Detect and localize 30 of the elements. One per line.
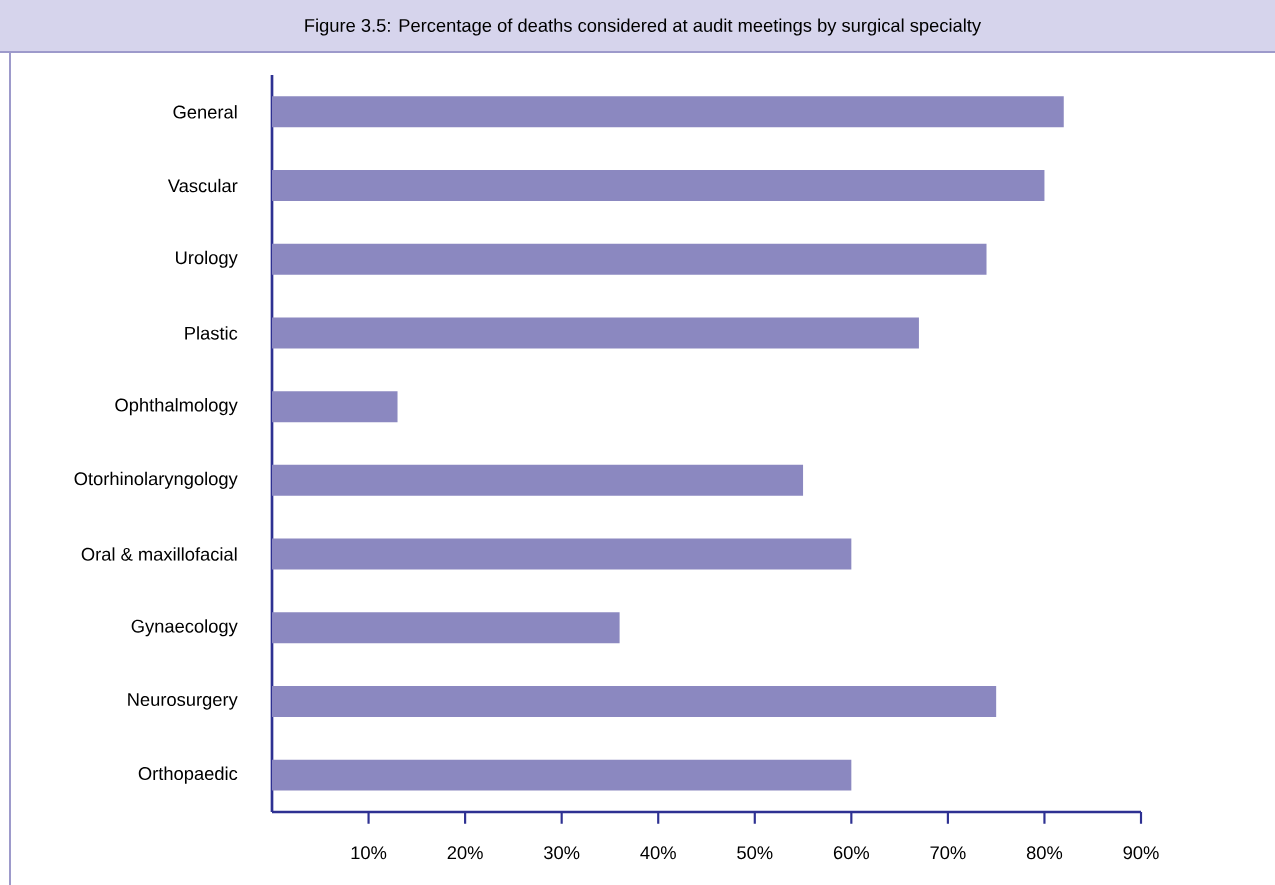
bar <box>272 612 620 644</box>
x-tick-label: 80% <box>1026 846 1063 860</box>
y-tick-label: Gynaecology <box>131 619 238 637</box>
bar <box>272 538 852 570</box>
x-tick-label: 70% <box>930 846 966 860</box>
y-tick-label: Plastic <box>185 326 238 340</box>
bar <box>272 391 398 423</box>
y-tick-label: General <box>173 105 237 119</box>
y-tick-label: Orthopaedic <box>138 766 238 784</box>
y-tick-label: Oral & maxillofacial <box>81 547 237 561</box>
y-tick-label: Urology <box>176 250 238 268</box>
x-tick-label: 90% <box>1123 846 1159 860</box>
bar <box>272 317 919 349</box>
x-tick-label: 20% <box>447 846 483 860</box>
x-tick-label: 10% <box>351 846 387 860</box>
chart-title: Figure 3.5: Percentage of deaths considered at audit meetings by surgical specialty <box>305 18 982 36</box>
bar <box>272 96 1064 128</box>
y-tick-label: Otorhinolaryngology <box>74 471 238 489</box>
x-tick-label: 60% <box>833 846 870 860</box>
bar <box>272 759 852 791</box>
bar <box>272 464 804 496</box>
y-tick-label: Ophthalmology <box>115 398 238 416</box>
y-tick-label: Vascular <box>167 178 238 193</box>
bar <box>272 685 997 717</box>
bar <box>272 170 1045 202</box>
bar <box>272 243 987 275</box>
x-tick-label: 40% <box>640 846 676 860</box>
y-tick-label: Neurosurgery <box>128 693 238 710</box>
x-tick-label: 30% <box>544 846 580 860</box>
x-tick-label: 50% <box>737 846 773 860</box>
